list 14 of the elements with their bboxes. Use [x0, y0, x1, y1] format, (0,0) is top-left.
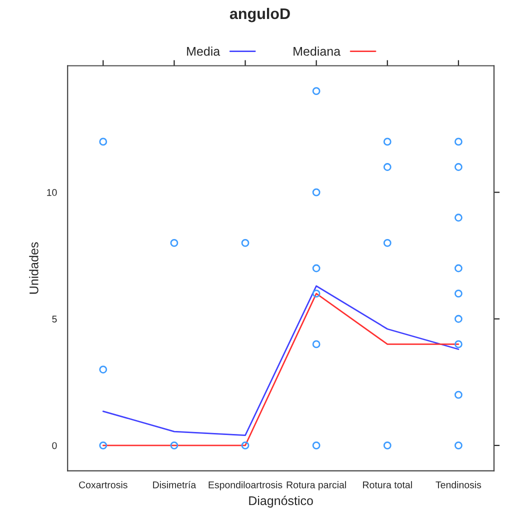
- y-tick-label: 5: [52, 316, 57, 323]
- legend-label: Media: [187, 46, 220, 56]
- y-tick-label: 0: [52, 442, 57, 450]
- x-tick-label: Tendinosis: [436, 481, 482, 488]
- x-tick-label: Coxartrosis: [79, 481, 128, 488]
- x-tick-label: Disimetría: [153, 481, 196, 488]
- x-axis-title: Diagnóstico: [249, 496, 313, 508]
- x-tick-label: Espondiloartrosis: [208, 481, 282, 490]
- x-tick-label: Rotura parcial: [286, 481, 346, 490]
- x-tick-label: Rotura total: [363, 481, 412, 488]
- legend-label: Mediana: [294, 46, 341, 56]
- y-axis-title: Unidades: [29, 242, 38, 294]
- y-tick-label: 10: [47, 189, 57, 196]
- chart-title: anguloD: [230, 8, 290, 22]
